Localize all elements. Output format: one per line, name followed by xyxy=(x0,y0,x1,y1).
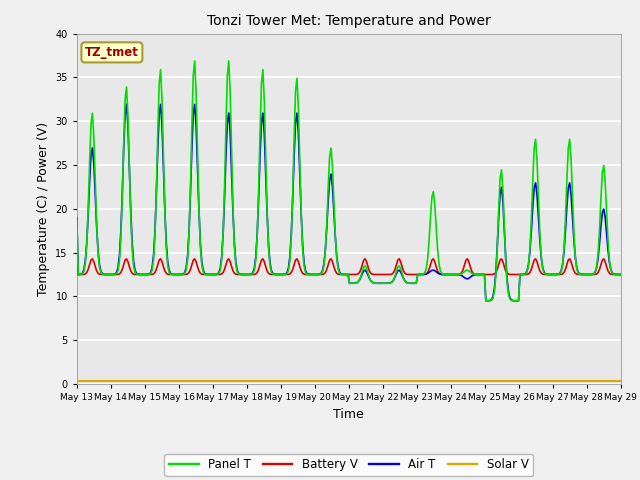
Line: Battery V: Battery V xyxy=(77,259,621,275)
Battery V xyxy=(545,272,552,277)
Air T xyxy=(545,272,552,277)
Panel T xyxy=(462,267,470,273)
Air T xyxy=(73,215,81,220)
Solar V xyxy=(541,379,549,384)
Y-axis label: Temperature (C) / Power (V): Temperature (C) / Power (V) xyxy=(36,122,50,296)
Line: Air T: Air T xyxy=(77,104,621,301)
Title: Tonzi Tower Met: Temperature and Power: Tonzi Tower Met: Temperature and Power xyxy=(207,14,491,28)
Solar V xyxy=(92,379,99,384)
Air T xyxy=(617,272,625,277)
Solar V xyxy=(353,379,360,384)
Text: TZ_tmet: TZ_tmet xyxy=(85,46,139,59)
Air T xyxy=(123,101,131,107)
X-axis label: Time: Time xyxy=(333,408,364,420)
Solar V xyxy=(461,379,468,384)
Solar V xyxy=(108,379,116,384)
Legend: Panel T, Battery V, Air T, Solar V: Panel T, Battery V, Air T, Solar V xyxy=(164,454,533,476)
Panel T xyxy=(191,58,198,64)
Solar V xyxy=(612,379,620,384)
Battery V xyxy=(111,272,119,277)
Battery V xyxy=(463,256,471,262)
Panel T xyxy=(617,272,625,277)
Panel T xyxy=(515,298,522,304)
Air T xyxy=(616,272,623,277)
Solar V xyxy=(617,379,625,384)
Air T xyxy=(462,276,470,281)
Panel T xyxy=(108,272,116,277)
Battery V xyxy=(88,256,96,262)
Battery V xyxy=(73,272,81,277)
Panel T xyxy=(73,215,81,220)
Battery V xyxy=(356,270,364,276)
Air T xyxy=(108,272,116,277)
Panel T xyxy=(545,272,552,277)
Battery V xyxy=(106,272,113,277)
Line: Panel T: Panel T xyxy=(77,61,621,301)
Panel T xyxy=(354,279,362,285)
Panel T xyxy=(616,272,623,277)
Air T xyxy=(515,298,522,304)
Solar V xyxy=(73,379,81,384)
Air T xyxy=(354,279,362,285)
Panel T xyxy=(92,179,99,185)
Battery V xyxy=(616,272,623,277)
Battery V xyxy=(93,268,100,274)
Air T xyxy=(92,192,99,198)
Battery V xyxy=(617,272,625,277)
